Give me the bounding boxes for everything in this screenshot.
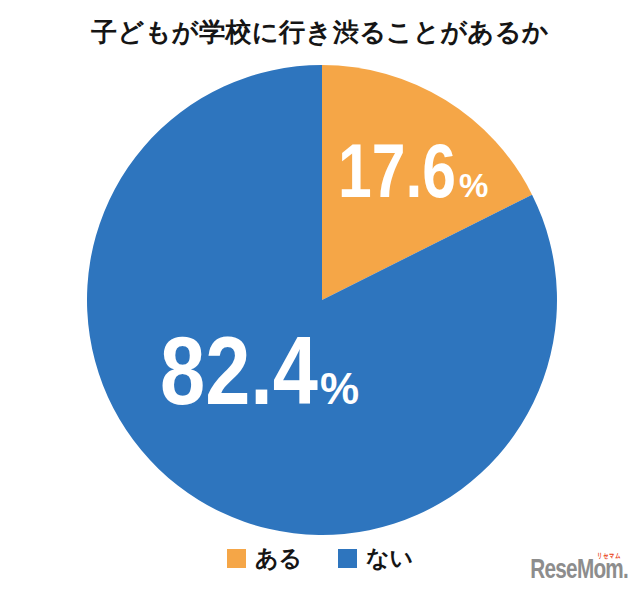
legend-label-nai: ない [366, 543, 413, 574]
resemom-logo-ruby: リセマム [597, 551, 621, 561]
legend-item-nai: ない [338, 543, 413, 574]
figure: 子どもが学校に行き渋ることがあるか 17.6% 82.4% ある ない Rese… [0, 0, 640, 595]
legend-swatch-nai [338, 549, 357, 568]
pie-chart: 17.6% 82.4% [0, 0, 640, 595]
legend-label-aru: ある [255, 543, 302, 574]
legend-item-aru: ある [227, 543, 302, 574]
legend-swatch-aru [227, 549, 246, 568]
resemom-logo: ReseMom.リセマム [496, 553, 628, 585]
pie-slices [87, 65, 557, 535]
resemom-logo-text: ReseMom.リセマム [530, 553, 628, 585]
